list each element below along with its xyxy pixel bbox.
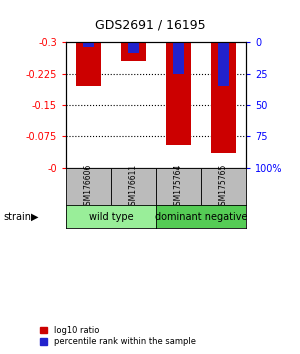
Legend: log10 ratio, percentile rank within the sample: log10 ratio, percentile rank within the … [40,326,196,346]
Bar [66,168,111,205]
Bar [201,168,246,205]
Bar [111,168,156,205]
Text: GSM176606: GSM176606 [84,163,93,210]
Bar [166,42,191,145]
Bar [128,42,139,53]
Bar [173,42,184,74]
Text: GDS2691 / 16195: GDS2691 / 16195 [95,19,205,32]
Text: wild type: wild type [89,212,133,222]
Text: GSM175765: GSM175765 [219,163,228,210]
Text: ▶: ▶ [31,212,38,222]
Bar [156,168,201,205]
Bar [83,42,94,47]
Text: strain: strain [3,212,31,222]
Text: GSM176611: GSM176611 [129,164,138,210]
Text: GSM175764: GSM175764 [174,163,183,210]
Text: dominant negative: dominant negative [155,212,247,222]
Bar [76,42,101,86]
Bar [218,42,229,86]
Bar [211,42,236,153]
Bar [121,42,146,61]
